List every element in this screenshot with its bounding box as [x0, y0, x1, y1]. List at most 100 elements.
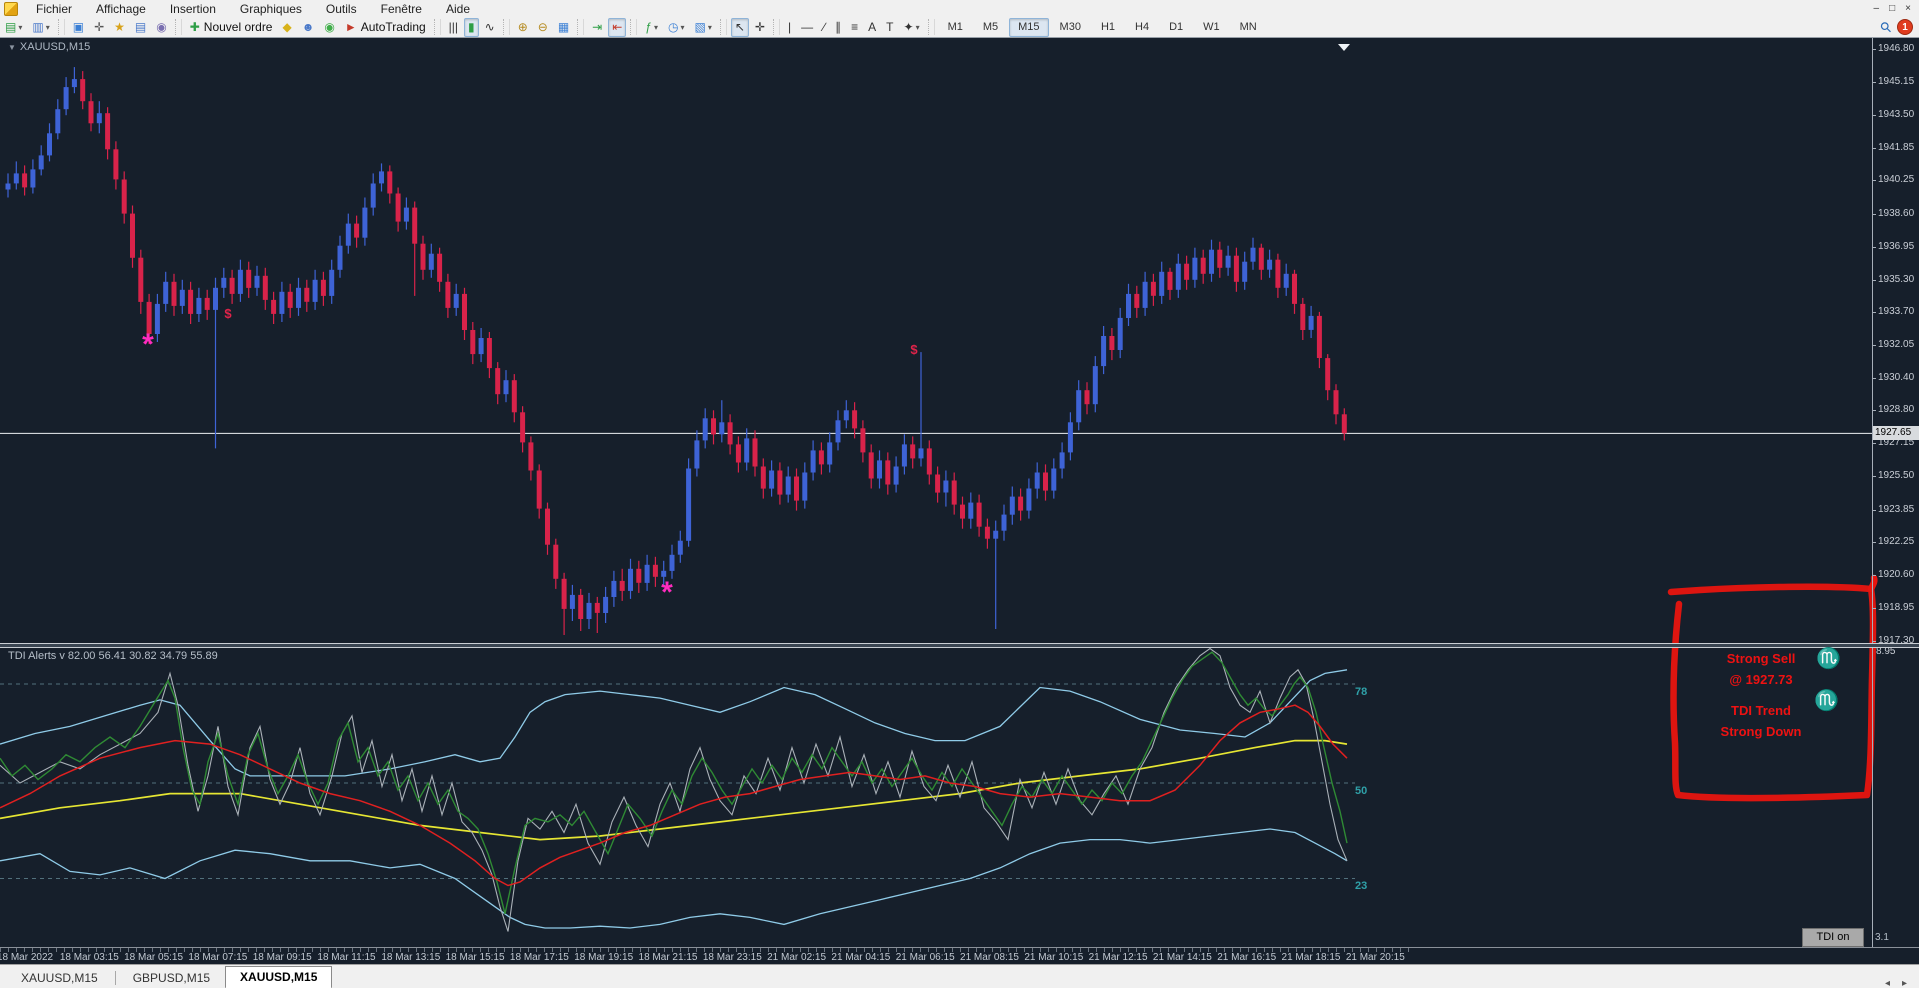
- close-icon[interactable]: ×: [1905, 3, 1911, 14]
- signals-button[interactable]: ◉: [320, 18, 338, 37]
- new-order-label: Nouvel ordre: [203, 20, 273, 34]
- data-window-button[interactable]: ✛: [90, 18, 108, 37]
- chart-shift-button[interactable]: ⇤: [608, 17, 627, 37]
- chart-region: * * $ $ ▼ XAUUSD,M15 1946.80 1945.15 1943.50 19…: [0, 38, 1919, 947]
- tf-h1-button[interactable]: H1: [1092, 18, 1124, 37]
- tf-h4-button[interactable]: H4: [1126, 18, 1158, 37]
- bar-chart-button[interactable]: |||: [445, 18, 462, 37]
- minimize-icon[interactable]: –: [1873, 3, 1880, 14]
- tdi-level-label: 50: [1355, 785, 1368, 797]
- tf-m30-button[interactable]: M30: [1051, 18, 1090, 37]
- chart-tab-xauusd-m15[interactable]: XAUUSD,M15: [21, 971, 98, 985]
- tabs-scroll-right-icon[interactable]: ▸: [1901, 978, 1907, 988]
- arrow-objects-button[interactable]: ✦ ▾: [900, 18, 924, 37]
- tf-m1-button[interactable]: M1: [939, 18, 972, 37]
- tf-m5-label: M5: [982, 21, 999, 33]
- tf-w1-button[interactable]: W1: [1194, 18, 1229, 37]
- chart-profiles-button[interactable]: ▥ ▾: [28, 18, 53, 37]
- data-window-icon: ✛: [94, 20, 105, 34]
- menu-affichage[interactable]: Affichage: [96, 1, 146, 16]
- time-axis-label: 21 Mar 16:15: [1217, 952, 1277, 963]
- cursor-button[interactable]: ↖: [730, 17, 749, 37]
- market-watch-icon: ▣: [72, 20, 85, 34]
- metaeditor-button[interactable]: ◆: [278, 18, 295, 37]
- price-axis-label: 1923.85: [1871, 503, 1915, 515]
- triangle-down-marker: [1338, 44, 1350, 51]
- tf-m5-button[interactable]: M5: [974, 18, 1007, 37]
- tab-separator: [114, 971, 116, 985]
- crosshair-button[interactable]: ✛: [751, 18, 769, 37]
- vertical-line-button[interactable]: |: [784, 18, 795, 37]
- strategy-tester-button[interactable]: ◉: [152, 18, 170, 37]
- trendline-button[interactable]: ∕: [819, 18, 829, 37]
- time-axis: 18 Mar 2022 18 Mar 03:15 18 Mar 05:15 18 Ma…: [0, 947, 1919, 965]
- price-axis-label: 1928.80: [1871, 404, 1915, 416]
- menu-fichier[interactable]: Fichier: [36, 1, 73, 16]
- chart-shift-icon: ⇤: [612, 20, 623, 34]
- collapse-icon[interactable]: ▼: [8, 43, 16, 52]
- zoom-in-button[interactable]: ⊕: [514, 18, 532, 37]
- indicators-list-button[interactable]: ƒ ▾: [641, 18, 662, 37]
- price-chart-canvas[interactable]: * * $ $: [0, 38, 1919, 947]
- app-icon: [4, 1, 18, 16]
- zoom-out-button[interactable]: ⊖: [534, 18, 552, 37]
- tf-d1-button[interactable]: D1: [1160, 18, 1192, 37]
- auto-scroll-button[interactable]: ⇥: [588, 18, 606, 37]
- price-axis-label: 1940.25: [1871, 174, 1915, 186]
- menu-aide[interactable]: Aide: [445, 1, 470, 16]
- vertical-line-icon: |: [787, 20, 792, 34]
- tdi-upper_band-line: [0, 669, 1348, 777]
- tdi-toggle-button[interactable]: TDI on: [1802, 928, 1864, 947]
- tf-h1-label: H1: [1100, 21, 1116, 33]
- asterisk-marker: *: [661, 576, 673, 609]
- signals-icon: ◉: [324, 20, 335, 34]
- fibonacci-retracement-button[interactable]: ≡: [847, 18, 862, 37]
- tf-mn-button[interactable]: MN: [1231, 18, 1266, 37]
- chart-tab-xauusd-m15[interactable]: XAUUSD,M15: [225, 966, 333, 988]
- templates-icon: ▧: [694, 20, 706, 34]
- chart-tab-gbpusd-m15[interactable]: GBPUSD,M15: [132, 971, 211, 985]
- candlestick-chart-button[interactable]: ▮: [464, 17, 479, 37]
- price-axis-label: 1938.60: [1871, 207, 1915, 219]
- time-axis-label: 18 Mar 15:15: [445, 952, 505, 963]
- market-watch-button[interactable]: ▣: [69, 18, 88, 37]
- menu-outils[interactable]: Outils: [325, 1, 357, 16]
- line-chart-button[interactable]: ∿: [481, 18, 499, 37]
- annotation-line: @ 1927.73: [1729, 672, 1793, 687]
- price-axis-label: 1925.50: [1871, 470, 1915, 482]
- search-icon[interactable]: ⚲: [1876, 17, 1895, 36]
- tf-h4-label: H4: [1135, 21, 1150, 33]
- pane-separator[interactable]: [0, 643, 1919, 648]
- text-label-button[interactable]: T: [882, 18, 897, 37]
- text-button[interactable]: A: [864, 18, 880, 37]
- chevron-down-icon: ▾: [18, 22, 23, 32]
- new-chart-button[interactable]: ▤ ▾: [1, 18, 26, 37]
- navigator-button[interactable]: ★: [110, 18, 129, 37]
- restore-icon[interactable]: □: [1889, 3, 1896, 14]
- toolbar: ▤ ▾ ▥ ▾ ▣ ✛ ★ ▤ ◉ ✚ Nouvel ordre ◆ ☻ ◉ ► AutoTrading |||…: [0, 17, 1919, 38]
- periods-button[interactable]: ◷ ▾: [664, 18, 689, 37]
- tf-d1-label: D1: [1169, 21, 1184, 33]
- tabs-scroll-left-icon[interactable]: ◂: [1884, 978, 1890, 988]
- horizontal-line-button[interactable]: —: [797, 18, 817, 37]
- tf-m15-button[interactable]: M15: [1009, 17, 1049, 37]
- menu-insertion[interactable]: Insertion: [169, 1, 216, 16]
- asterisk-marker: *: [142, 328, 154, 361]
- scorpio-icon: ♏: [1814, 690, 1839, 712]
- notifications-icon[interactable]: 1: [1897, 19, 1913, 35]
- bar-chart-icon: |||: [448, 20, 459, 34]
- autotrading-button[interactable]: ► AutoTrading: [341, 18, 430, 37]
- terminal-button[interactable]: ▤: [131, 18, 150, 37]
- tdi-lower_band-line: [0, 828, 1348, 929]
- equidistant-channel-button[interactable]: ∥: [831, 18, 845, 37]
- tdi-level-label: 78: [1355, 685, 1368, 698]
- time-axis-label: 21 Mar 08:15: [960, 952, 1019, 963]
- tile-windows-button[interactable]: ▦: [554, 18, 573, 37]
- zoom-in-icon: ⊕: [517, 20, 528, 34]
- menu-graphiques[interactable]: Graphiques: [239, 1, 302, 16]
- new-order-button[interactable]: ✚ Nouvel ordre: [186, 18, 277, 37]
- templates-button[interactable]: ▧ ▾: [691, 18, 716, 37]
- mql5-community-button[interactable]: ☻: [298, 18, 319, 37]
- menu-fentre[interactable]: Fenêtre: [380, 1, 422, 16]
- dollar-marker: $: [910, 342, 918, 357]
